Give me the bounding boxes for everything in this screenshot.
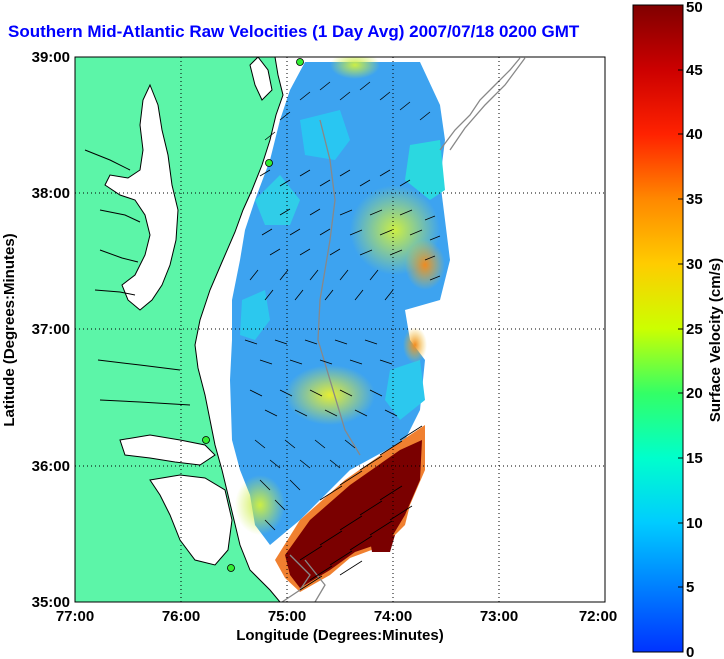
albemarle-sound bbox=[119, 434, 216, 466]
chesapeake-bay bbox=[104, 83, 179, 311]
x-tick: 74:00 bbox=[374, 608, 412, 625]
x-axis-label: Longitude (Degrees:Minutes) bbox=[236, 627, 444, 644]
delaware-bay bbox=[249, 57, 273, 101]
grid-lines bbox=[75, 57, 605, 602]
x-tick: 75:00 bbox=[268, 608, 306, 625]
station-marker bbox=[296, 58, 304, 66]
x-tick: 76:00 bbox=[162, 608, 200, 625]
station-marker bbox=[227, 564, 235, 572]
y-tick: 36:00 bbox=[32, 458, 70, 475]
x-tick: 73:00 bbox=[480, 608, 518, 625]
y-tick: 37:00 bbox=[32, 321, 70, 338]
cb-tick: 15 bbox=[686, 450, 703, 467]
cb-tick: 0 bbox=[686, 644, 694, 659]
plot-frame bbox=[74, 56, 606, 603]
y-tick-labels: 39:00 38:00 37:00 36:00 35:00 bbox=[32, 49, 70, 611]
x-tick-labels: 77:00 76:00 75:00 74:00 73:00 72:00 bbox=[56, 608, 617, 625]
map-title: Southern Mid-Atlantic Raw Velocities (1 … bbox=[8, 22, 580, 41]
y-axis-label: Latitude (Degrees:Minutes) bbox=[1, 233, 18, 426]
cb-tick: 35 bbox=[686, 191, 703, 208]
velocity-field bbox=[230, 57, 450, 592]
y-tick: 38:00 bbox=[32, 185, 70, 202]
colorbar-tick-labels: 0 5 10 15 20 25 30 35 40 45 50 bbox=[686, 0, 703, 659]
cb-tick: 5 bbox=[686, 579, 694, 596]
radar-stations bbox=[202, 58, 304, 572]
velocity-arrows bbox=[244, 81, 441, 591]
cb-tick: 20 bbox=[686, 385, 703, 402]
y-tick: 35:00 bbox=[32, 594, 70, 611]
station-marker bbox=[202, 436, 210, 444]
station-marker bbox=[265, 159, 273, 167]
cb-tick: 10 bbox=[686, 515, 703, 532]
y-tick: 39:00 bbox=[32, 49, 70, 66]
cb-tick: 45 bbox=[686, 62, 703, 79]
x-tick: 77:00 bbox=[56, 608, 94, 625]
colorbar-ticks bbox=[678, 4, 683, 653]
cb-tick: 25 bbox=[686, 321, 703, 338]
cb-tick: 50 bbox=[686, 0, 703, 16]
cb-tick: 40 bbox=[686, 126, 703, 143]
cb-tick: 30 bbox=[686, 256, 703, 273]
rivers bbox=[84, 149, 191, 406]
pamlico-sound bbox=[149, 474, 233, 566]
bathymetry-contours bbox=[281, 57, 526, 602]
colorbar bbox=[632, 4, 684, 653]
colorbar-label: Surface Velocity (cm/s) bbox=[707, 258, 724, 422]
x-tick: 72:00 bbox=[579, 608, 617, 625]
